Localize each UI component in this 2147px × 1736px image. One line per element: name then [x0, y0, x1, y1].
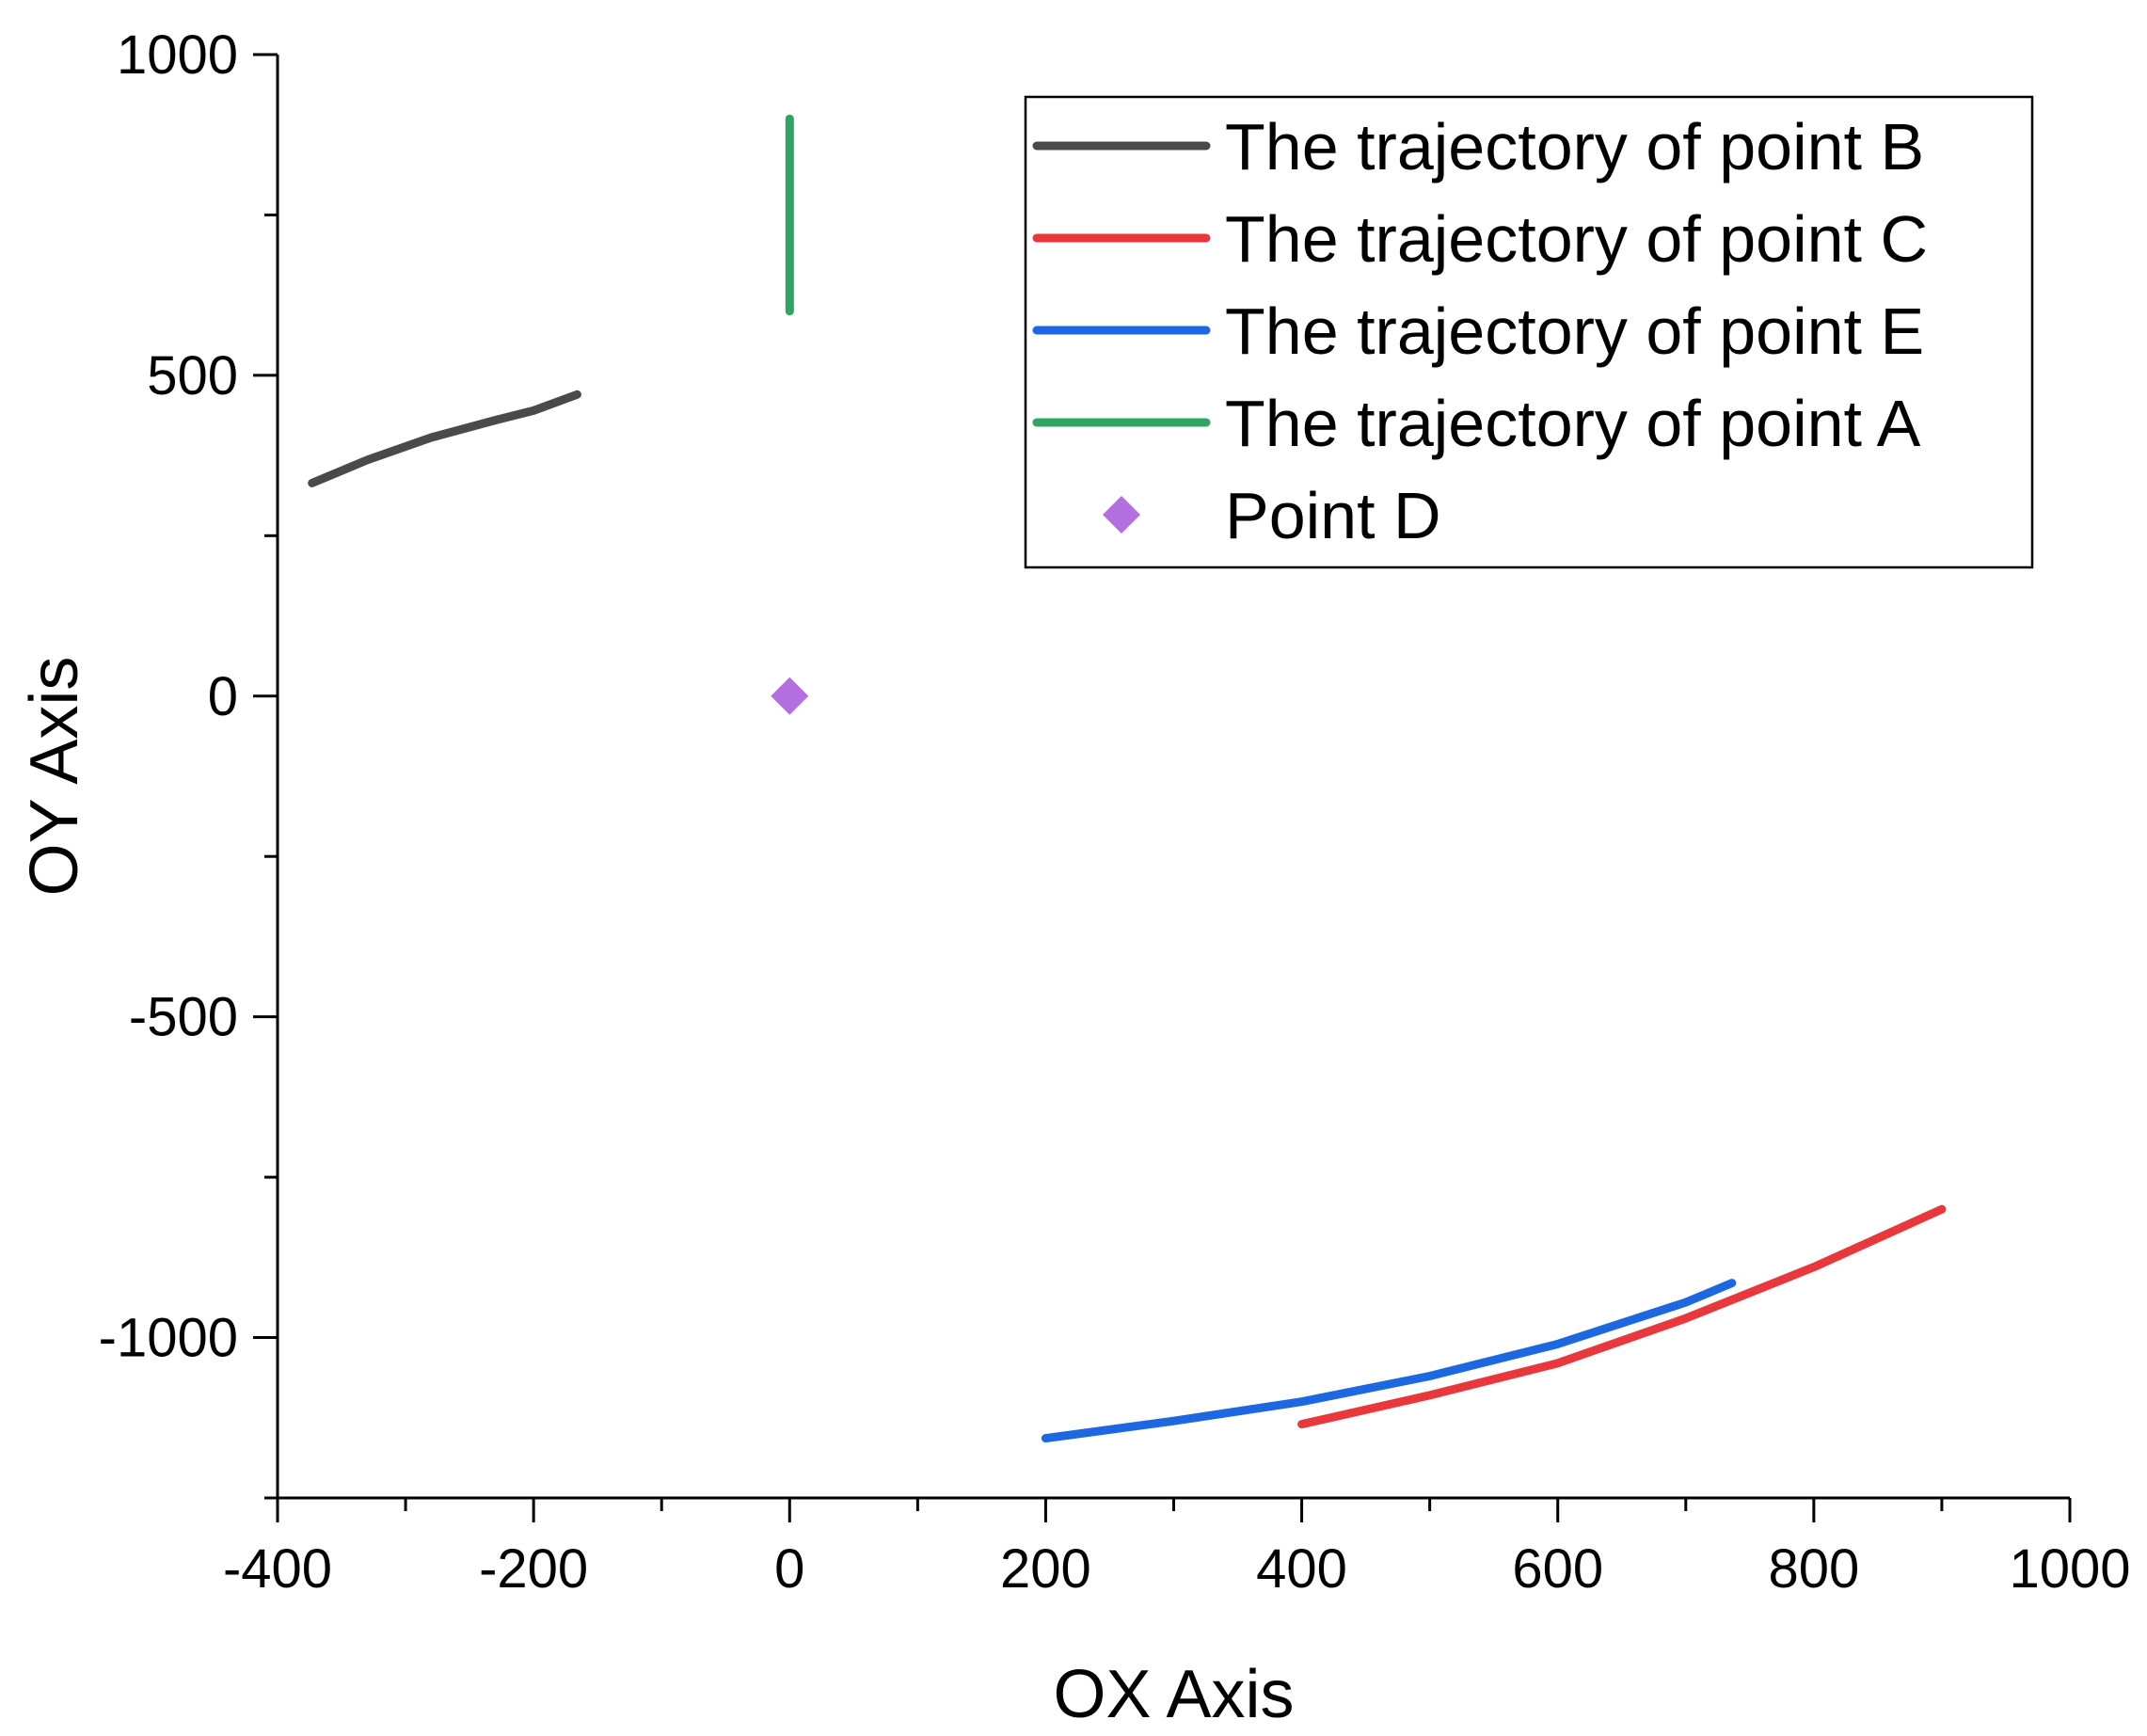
series-line-0 — [308, 390, 581, 487]
legend-label-0: The trajectory of point B — [1225, 110, 1924, 183]
y-axis-title: OY Axis — [17, 657, 92, 897]
x-tick-label: 1000 — [2009, 1538, 2130, 1600]
legend-items: The trajectory of point B The trajectory … — [1032, 110, 1928, 552]
x-axis-title: OX Axis — [1053, 1657, 1294, 1732]
y-tick-label: -500 — [129, 987, 238, 1048]
point-d-marker — [771, 677, 809, 715]
legend: The trajectory of point B The trajectory … — [1024, 95, 2034, 569]
x-tick-label: -200 — [479, 1538, 588, 1600]
legend-swatch-4 — [1103, 496, 1140, 534]
y-tick-label: -1000 — [99, 1308, 238, 1369]
x-tick-label: 800 — [1768, 1538, 1859, 1600]
y-tick-label: 0 — [208, 666, 238, 727]
series-line-2 — [1041, 1279, 1737, 1443]
series-layer — [308, 114, 1947, 1443]
x-ticks: -400 -200 0 200 400 600 800 1000 — [223, 1498, 2131, 1600]
y-tick-label: 1000 — [117, 24, 238, 86]
legend-label-2: The trajectory of point E — [1225, 295, 1924, 368]
axes: -400 -200 0 200 400 600 800 1000 1000 500 0 -500 -1… — [17, 24, 2131, 1732]
y-tick-label: 500 — [147, 345, 238, 406]
legend-label-3: The trajectory of point A — [1225, 387, 1921, 460]
x-tick-label: 600 — [1512, 1538, 1603, 1600]
y-ticks: 1000 500 0 -500 -1000 — [99, 24, 278, 1500]
x-tick-label: 200 — [1000, 1538, 1091, 1600]
legend-label-4: Point D — [1225, 479, 1441, 552]
x-tick-label: 400 — [1256, 1538, 1347, 1600]
legend-label-1: The trajectory of point C — [1225, 202, 1928, 276]
x-tick-label: 0 — [774, 1538, 804, 1600]
x-tick-label: -400 — [223, 1538, 332, 1600]
series-line-1 — [1297, 1204, 1947, 1429]
